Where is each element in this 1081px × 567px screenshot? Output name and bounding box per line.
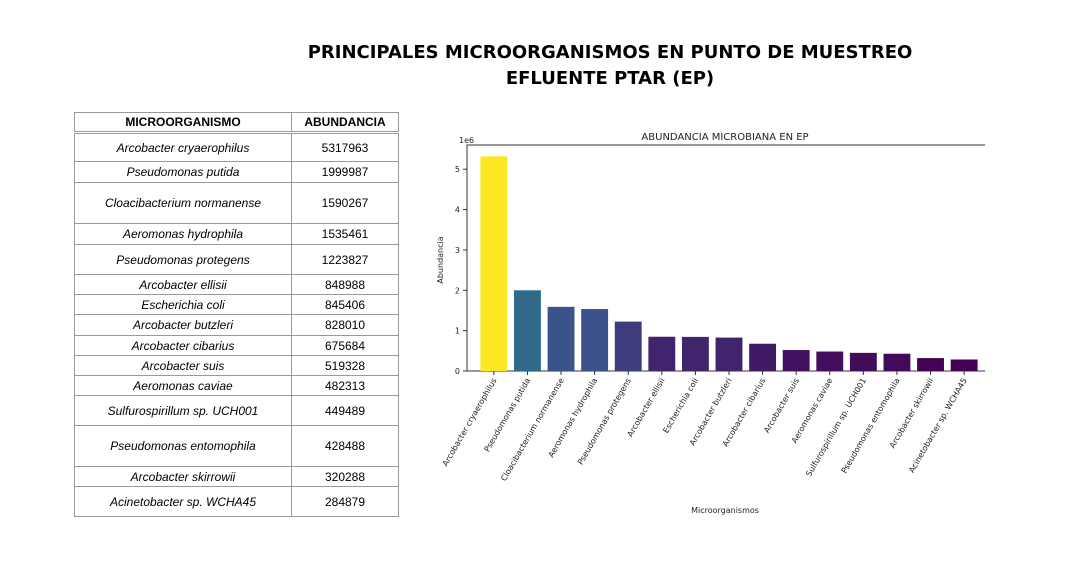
bar [648,337,675,371]
cell-abundance: 848988 [292,275,399,295]
cell-microorganism: Escherichia coli [75,295,292,315]
abundance-bar-chart: ABUNDANCIA MICROBIANA EN EP 1e6 Abundanc… [425,125,985,525]
y-tick-label: 3 [455,246,460,255]
column-header-abundance: ABUNDANCIA [292,113,399,133]
chart-title: ABUNDANCIA MICROBIANA EN EP [641,132,808,143]
table-row: Arcobacter cryaerophilus 5317963 [75,133,399,162]
x-axis-label: Microorganismos [691,506,759,515]
table-row: Arcobacter suis 519328 [75,356,399,376]
table-row: Sulfurospirillum sp. UCH001 449489 [75,396,399,426]
cell-abundance: 320288 [292,467,399,487]
bar [951,360,978,371]
table-row: Arcobacter butzleri 828010 [75,315,399,336]
cell-abundance: 1223827 [292,245,399,275]
cell-microorganism: Arcobacter skirrowii [75,467,292,487]
cell-microorganism: Arcobacter cibarius [75,336,292,356]
table-row: Arcobacter ellisii 848988 [75,275,399,295]
table-row: Aeromonas hydrophila 1535461 [75,224,399,245]
bar [917,358,944,371]
cell-abundance: 828010 [292,315,399,336]
table-body: Arcobacter cryaerophilus 5317963 Pseudomon… [75,133,399,517]
bar [480,156,507,371]
y-axis-label: Abundancia [436,236,445,283]
page-title: PRINCIPALES MICROORGANISMOS EN PUNTO DE … [270,40,950,92]
table-row: Acinetobacter sp. WCHA45 284879 [75,487,399,517]
cell-microorganism: Pseudomonas entomophila [75,426,292,467]
bar [884,354,911,371]
y-tick-label: 4 [455,206,460,215]
cell-microorganism: Cloacibacterium normanense [75,183,292,224]
x-tick-label: Escherichia coli [661,377,700,435]
cell-microorganism: Aeromonas hydrophila [75,224,292,245]
cell-abundance: 428488 [292,426,399,467]
table-header-row: MICROORGANISMO ABUNDANCIA [75,113,399,133]
bar [716,338,743,371]
y-tick-label: 1 [455,327,460,336]
cell-microorganism: Sulfurospirillum sp. UCH001 [75,396,292,426]
y-tick-label: 0 [455,367,460,376]
bar [816,352,843,371]
x-tick-label: Cloacibacterium normanense [499,376,566,482]
cell-abundance: 482313 [292,376,399,396]
bar [514,290,541,371]
y-tick-label: 2 [455,286,460,295]
page-title-line-1: PRINCIPALES MICROORGANISMOS EN PUNTO DE … [270,40,950,66]
x-tick-label: Pseudomonas entomophila [840,376,902,474]
plot-frame [467,145,985,371]
table-row: Aeromonas caviae 482313 [75,376,399,396]
cell-abundance: 519328 [292,356,399,376]
table-row: Pseudomonas entomophila 428488 [75,426,399,467]
y-tick-label: 5 [455,165,460,174]
x-tick-label: Arcobacter ellisii [626,377,667,439]
abundance-table: MICROORGANISMO ABUNDANCIA Arcobacter cry… [74,112,399,517]
x-tick-label: Arcobacter suis [762,377,801,435]
cell-microorganism: Aeromonas caviae [75,376,292,396]
bar [850,353,877,371]
cell-abundance: 5317963 [292,133,399,162]
cell-abundance: 449489 [292,396,399,426]
bar [581,309,608,371]
bar [783,350,810,371]
bar [682,337,709,371]
cell-microorganism: Arcobacter butzleri [75,315,292,336]
cell-abundance: 675684 [292,336,399,356]
bar [615,322,642,371]
cell-abundance: 845406 [292,295,399,315]
cell-microorganism: Arcobacter ellisii [75,275,292,295]
cell-microorganism: Arcobacter suis [75,356,292,376]
table-row: Escherichia coli 845406 [75,295,399,315]
column-header-microorganism: MICROORGANISMO [75,113,292,133]
cell-abundance: 1590267 [292,183,399,224]
x-tick-label: Acinetobacter sp. WCHA45 [907,377,969,475]
page-title-line-2: EFLUENTE PTAR (EP) [270,66,950,92]
table-row: Arcobacter cibarius 675684 [75,336,399,356]
table-row: Pseudomonas putida 1999987 [75,162,399,183]
table-row: Cloacibacterium normanense 1590267 [75,183,399,224]
bar [548,307,575,371]
table-row: Arcobacter skirrowii 320288 [75,467,399,487]
table-row: Pseudomonas protegens 1223827 [75,245,399,275]
x-tick-label: Sulfurospirillum sp. UCH001 [804,377,868,479]
cell-microorganism: Pseudomonas protegens [75,245,292,275]
cell-abundance: 1999987 [292,162,399,183]
cell-microorganism: Pseudomonas putida [75,162,292,183]
y-axis-offset-label: 1e6 [459,136,474,145]
cell-microorganism: Arcobacter cryaerophilus [75,133,292,162]
bar [749,344,776,371]
cell-abundance: 284879 [292,487,399,517]
cell-abundance: 1535461 [292,224,399,245]
cell-microorganism: Acinetobacter sp. WCHA45 [75,487,292,517]
